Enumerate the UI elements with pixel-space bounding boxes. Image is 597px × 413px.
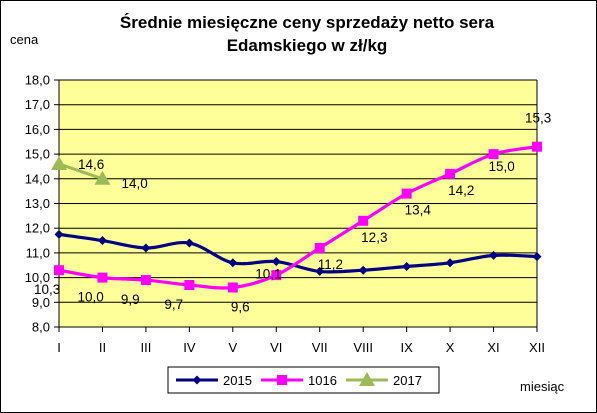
legend: 2015 1016 2017 xyxy=(167,366,440,394)
data-labels: 10,1 10,3 10,0 9,9 9,7 9,6 11,2 12,3 13,4 14,2 15,… xyxy=(34,111,551,315)
data-point xyxy=(315,266,325,276)
data-point xyxy=(141,243,151,253)
legend-label: 2015 xyxy=(223,373,252,388)
data-label: 9,7 xyxy=(164,297,183,312)
y-tick-label: 9,0 xyxy=(32,295,50,310)
x-tick-label: VII xyxy=(312,340,328,355)
data-point xyxy=(51,155,67,170)
x-tick-label: IV xyxy=(183,340,196,355)
x-tick-label: XI xyxy=(487,340,499,355)
x-tick-label: II xyxy=(99,340,106,355)
data-point xyxy=(445,258,455,268)
legend-item-2017: 2017 xyxy=(346,372,422,388)
data-label: 11,2 xyxy=(318,257,343,272)
legend-marker xyxy=(277,375,287,385)
legend-item-2015: 2015 xyxy=(176,373,252,388)
data-label: 10,1 xyxy=(255,267,281,282)
x-tick-label: XII xyxy=(529,340,545,355)
x-tick-label: V xyxy=(228,340,237,355)
data-point xyxy=(140,275,151,286)
y-tick-label: 12,0 xyxy=(25,221,50,236)
chart-title-line-2: Edamskiego w zł/kg xyxy=(227,36,388,55)
series-2017 xyxy=(51,155,111,185)
y-tick-label: 13,0 xyxy=(25,196,50,211)
data-label: 12,3 xyxy=(361,230,387,245)
data-point xyxy=(271,257,281,267)
y-tick-label: 16,0 xyxy=(25,122,50,137)
legend-item-1016: 1016 xyxy=(261,373,337,388)
x-tick-label: IX xyxy=(400,340,413,355)
y-tick-label: 14,0 xyxy=(25,171,50,186)
y-tick-label: 8,0 xyxy=(32,320,50,335)
data-label: 15,0 xyxy=(489,159,515,174)
chart-title-line-1: Średnie miesięczne ceny sprzedaży netto … xyxy=(120,13,495,32)
data-point xyxy=(94,170,111,185)
data-label: 14,0 xyxy=(121,176,147,191)
data-point xyxy=(314,242,325,253)
data-label: 13,4 xyxy=(405,203,432,218)
x-tick-label: VIII xyxy=(353,340,373,355)
data-point xyxy=(228,258,238,268)
data-label: 14,2 xyxy=(448,183,474,198)
y-axis-label: cena xyxy=(10,32,39,47)
data-point xyxy=(358,215,369,226)
y-tick-label: 18,0 xyxy=(25,73,50,88)
x-tick-labels: I II III IV V VI VII VIII IX X XI XII xyxy=(57,327,545,355)
series-line xyxy=(58,162,103,181)
x-tick-label: VI xyxy=(270,340,282,355)
y-tick-labels: 8,0 9,0 10,0 11,0 12,0 13,0 14,0 15,0 16,0 17,0 18… xyxy=(25,73,50,335)
data-point xyxy=(402,261,412,271)
legend-marker xyxy=(359,372,375,386)
data-point xyxy=(227,282,238,293)
x-tick-label: X xyxy=(446,340,455,355)
data-label: 9,9 xyxy=(121,292,140,307)
data-point xyxy=(401,188,412,199)
x-tick-label: I xyxy=(57,340,61,355)
data-point xyxy=(445,168,456,179)
data-point xyxy=(97,272,108,283)
legend-marker xyxy=(192,375,202,385)
data-point xyxy=(532,252,542,262)
data-point xyxy=(271,270,282,281)
data-point xyxy=(54,229,64,239)
y-tick-label: 11,0 xyxy=(26,245,50,260)
series-2015 xyxy=(54,229,542,276)
data-label: 14,6 xyxy=(78,157,104,172)
data-label: 10,0 xyxy=(77,290,103,305)
data-point xyxy=(54,265,64,276)
data-label: 9,6 xyxy=(231,299,250,314)
axes xyxy=(58,80,538,328)
series-1016 xyxy=(54,141,542,293)
data-point xyxy=(488,149,499,160)
y-tick-label: 15,0 xyxy=(25,147,50,162)
data-point xyxy=(97,236,107,246)
data-label: 10,3 xyxy=(34,282,60,297)
series-layer xyxy=(51,141,542,293)
x-tick-label: III xyxy=(140,340,151,355)
legend-label: 2017 xyxy=(393,373,422,388)
data-point xyxy=(358,265,368,275)
y-tick-label: 17,0 xyxy=(25,97,50,112)
data-label: 15,3 xyxy=(525,111,551,126)
gridlines xyxy=(54,79,537,328)
legend-label: 1016 xyxy=(308,373,337,388)
data-point xyxy=(532,141,542,152)
y-tick-label: 10,0 xyxy=(25,270,50,285)
data-point xyxy=(184,280,195,291)
data-point xyxy=(489,250,499,260)
data-point xyxy=(184,238,194,248)
x-axis-label: miesiąc xyxy=(520,379,565,394)
